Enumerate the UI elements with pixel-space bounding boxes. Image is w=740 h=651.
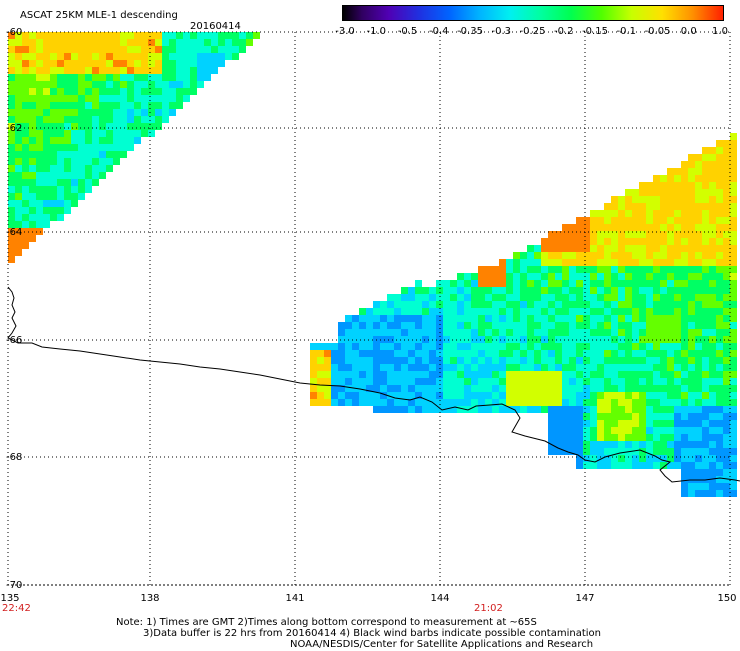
colorbar-tick-label: -0.5 — [397, 26, 418, 37]
chart-date: 20160414 — [190, 21, 241, 32]
longitude-tick-label: 144 — [430, 593, 450, 604]
longitude-tick-label: 138 — [140, 593, 160, 604]
colorbar-tick-label: -0.4 — [428, 26, 449, 37]
colorbar-tick-label: 0.0 — [680, 26, 697, 37]
latitude-tick-label: -60 — [6, 27, 23, 38]
colorbar-tick-label: -0.05 — [644, 26, 671, 37]
latitude-tick-label: -64 — [6, 227, 23, 238]
axis-frame — [7, 32, 730, 586]
colorbar-tick-label: -1.0 — [366, 26, 387, 37]
colorbar-tick-label: -0.35 — [457, 26, 483, 37]
latitude-tick-label: -68 — [6, 452, 23, 463]
time-label-middle: 21:02 — [474, 603, 503, 614]
longitude-tick-label: 147 — [575, 593, 595, 604]
colorbar-tick-label: 1.0 — [712, 26, 728, 37]
longitude-tick-label: 135 — [0, 593, 20, 604]
colorbar-tick-label: -0.1 — [616, 26, 637, 37]
note-line-3: NOAA/NESDIS/Center for Satellite Applica… — [290, 639, 594, 650]
swath-left — [8, 32, 260, 263]
colorbar-tick-label: -0.15 — [582, 26, 608, 37]
coastline — [7, 286, 740, 483]
swath-right — [310, 133, 737, 497]
latitude-tick-label: -66 — [6, 335, 23, 346]
longitude-tick-label: 150 — [717, 593, 737, 604]
colorbar-gradient — [343, 6, 723, 20]
gridlines — [7, 31, 731, 586]
time-label-left: 22:42 — [2, 603, 31, 614]
colorbar-tick-label: -0.3 — [491, 26, 512, 37]
latitude-tick-label: -70 — [6, 580, 23, 591]
longitude-tick-label: 141 — [285, 593, 305, 604]
colorbar-tick-label: -3.0 — [335, 26, 355, 37]
colorbar-tick-label: -0.25 — [519, 26, 546, 37]
colorbar-tick-label: -0.2 — [553, 26, 574, 37]
chart-title: ASCAT 25KM MLE-1 descending — [20, 10, 178, 21]
note-line-1: Note: 1) Times are GMT 2)Times along bot… — [116, 617, 537, 628]
latitude-tick-label: -62 — [6, 123, 23, 134]
note-line-2: 3)Data buffer is 22 hrs from 20160414 4)… — [143, 628, 601, 639]
colorbar — [342, 5, 724, 21]
